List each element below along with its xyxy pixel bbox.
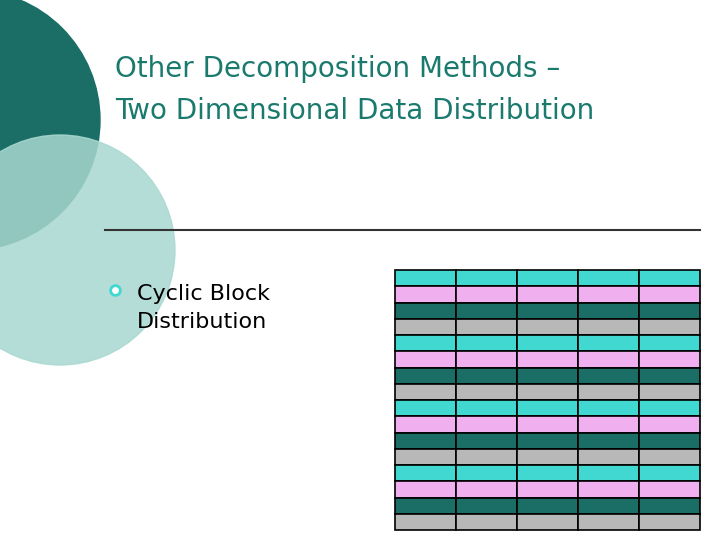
Bar	[395, 319, 456, 335]
Bar	[578, 335, 639, 351]
Bar	[517, 400, 578, 416]
Bar	[639, 351, 700, 368]
Text: Cyclic Block: Cyclic Block	[137, 284, 270, 304]
Bar	[395, 514, 456, 530]
Bar	[395, 497, 456, 514]
Bar	[395, 416, 456, 433]
Bar	[395, 433, 456, 449]
Bar	[456, 302, 517, 319]
Bar	[456, 319, 517, 335]
Bar	[639, 302, 700, 319]
Bar	[456, 449, 517, 465]
Bar	[578, 286, 639, 302]
Bar	[639, 270, 700, 286]
Text: Other Decomposition Methods –: Other Decomposition Methods –	[115, 55, 560, 83]
Bar	[395, 384, 456, 400]
Bar	[456, 368, 517, 384]
Bar	[395, 368, 456, 384]
Bar	[517, 368, 578, 384]
Bar	[456, 270, 517, 286]
Bar	[578, 497, 639, 514]
Bar	[517, 384, 578, 400]
Bar	[395, 335, 456, 351]
Bar	[578, 416, 639, 433]
Bar	[456, 433, 517, 449]
Bar	[517, 335, 578, 351]
Bar	[395, 481, 456, 497]
Bar	[578, 319, 639, 335]
Bar	[395, 465, 456, 481]
Bar	[395, 400, 456, 416]
Text: Two Dimensional Data Distribution: Two Dimensional Data Distribution	[115, 97, 594, 125]
Bar	[639, 449, 700, 465]
Bar	[578, 465, 639, 481]
Bar	[395, 302, 456, 319]
Bar	[517, 514, 578, 530]
Bar	[456, 465, 517, 481]
Bar	[639, 514, 700, 530]
Bar	[578, 270, 639, 286]
Bar	[517, 497, 578, 514]
Bar	[578, 368, 639, 384]
Text: Distribution: Distribution	[137, 312, 267, 332]
Circle shape	[0, 135, 175, 365]
Bar	[517, 481, 578, 497]
Bar	[517, 319, 578, 335]
Bar	[639, 368, 700, 384]
Bar	[639, 433, 700, 449]
Bar	[395, 270, 456, 286]
Bar	[456, 416, 517, 433]
Bar	[456, 351, 517, 368]
Bar	[517, 433, 578, 449]
Bar	[639, 400, 700, 416]
Bar	[456, 286, 517, 302]
Bar	[395, 286, 456, 302]
Bar	[639, 465, 700, 481]
Bar	[456, 335, 517, 351]
Bar	[639, 416, 700, 433]
Bar	[578, 433, 639, 449]
Bar	[639, 384, 700, 400]
Bar	[639, 497, 700, 514]
Bar	[517, 286, 578, 302]
Bar	[395, 449, 456, 465]
Bar	[456, 400, 517, 416]
Bar	[578, 351, 639, 368]
Bar	[517, 302, 578, 319]
Bar	[578, 481, 639, 497]
Bar	[578, 302, 639, 319]
Bar	[578, 400, 639, 416]
Bar	[578, 449, 639, 465]
Bar	[639, 481, 700, 497]
Bar	[517, 465, 578, 481]
Bar	[395, 351, 456, 368]
Bar	[456, 481, 517, 497]
Bar	[578, 384, 639, 400]
Bar	[456, 497, 517, 514]
Bar	[517, 351, 578, 368]
Bar	[456, 384, 517, 400]
Bar	[639, 319, 700, 335]
Bar	[639, 286, 700, 302]
Circle shape	[0, 0, 100, 250]
Bar	[517, 270, 578, 286]
Bar	[639, 335, 700, 351]
Bar	[456, 514, 517, 530]
Bar	[517, 416, 578, 433]
Bar	[578, 514, 639, 530]
Bar	[517, 449, 578, 465]
